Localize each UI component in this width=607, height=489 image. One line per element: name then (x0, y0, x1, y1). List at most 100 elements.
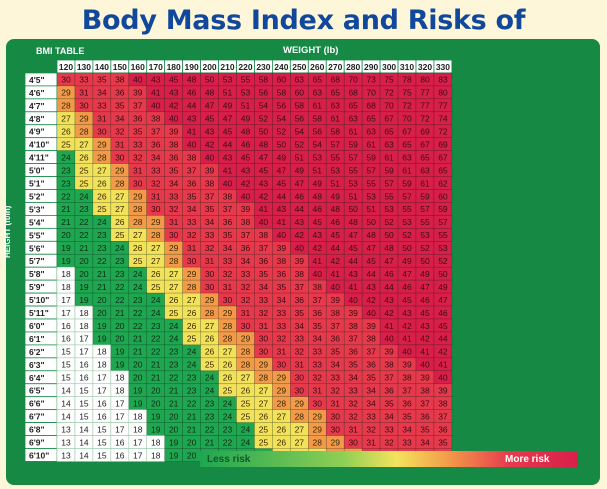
bmi-value: 52 (295, 139, 305, 149)
bmi-value: 38 (241, 217, 251, 227)
bmi-value: 65 (384, 127, 394, 137)
bmi-value: 37 (402, 386, 412, 396)
bmi-value: 22 (223, 437, 233, 447)
bmi-value: 58 (277, 88, 287, 98)
bmi-value: 21 (187, 411, 197, 421)
bmi-value: 32 (115, 127, 125, 137)
bmi-value: 38 (402, 373, 412, 383)
bmi-value: 63 (330, 101, 340, 111)
bmi-value: 68 (366, 101, 376, 111)
bmi-value: 38 (295, 269, 305, 279)
bmi-value: 45 (348, 243, 358, 253)
bmi-value: 29 (277, 386, 287, 396)
bmi-value: 38 (169, 139, 179, 149)
bmi-value: 54 (259, 101, 269, 111)
bmi-value: 36 (348, 347, 358, 357)
bmi-value: 16 (79, 373, 89, 383)
bmi-value: 21 (187, 424, 197, 434)
bmi-value: 44 (366, 269, 376, 279)
bmi-value: 36 (295, 295, 305, 305)
weight-header-label: 130 (77, 62, 91, 72)
bmi-value: 37 (259, 243, 269, 253)
bmi-value: 36 (169, 152, 179, 162)
bmi-value: 56 (295, 114, 305, 124)
bmi-value: 61 (348, 127, 358, 137)
bmi-value: 29 (151, 217, 161, 227)
weight-header-label: 240 (274, 62, 288, 72)
bmi-value: 39 (169, 127, 179, 137)
bmi-value: 30 (223, 295, 233, 305)
bmi-value: 28 (169, 256, 179, 266)
bmi-value: 23 (151, 321, 161, 331)
bmi-value: 21 (97, 269, 107, 279)
bmi-value: 39 (384, 347, 394, 357)
bmi-value: 63 (420, 165, 430, 175)
bmi-value: 16 (97, 398, 107, 408)
bmi-value: 19 (61, 256, 71, 266)
bmi-value: 42 (384, 308, 394, 318)
bmi-value: 15 (97, 424, 107, 434)
bmi-value: 28 (241, 347, 251, 357)
weight-header-label: 180 (167, 62, 181, 72)
bmi-value: 35 (97, 75, 107, 85)
bmi-value: 74 (438, 114, 448, 124)
height-row-label: 6'1" (29, 334, 45, 344)
bmi-value: 28 (61, 101, 71, 111)
weight-header-label: 200 (202, 62, 216, 72)
bmi-value: 40 (420, 360, 430, 370)
bmi-value: 30 (97, 127, 107, 137)
bmi-value: 43 (420, 321, 430, 331)
bmi-value: 28 (223, 321, 233, 331)
bmi-value: 55 (402, 204, 412, 214)
bmi-value: 38 (277, 256, 287, 266)
bmi-value: 25 (115, 230, 125, 240)
bmi-value: 15 (79, 411, 89, 421)
bmi-value: 77 (438, 101, 448, 111)
bmi-value: 49 (313, 178, 323, 188)
bmi-value: 50 (205, 75, 215, 85)
bmi-value: 25 (205, 360, 215, 370)
bmi-value: 49 (295, 165, 305, 175)
bmi-value: 72 (402, 101, 412, 111)
bmi-value: 43 (151, 75, 161, 85)
height-label-column: 4'5" 4'6" 4'7" 4'8" 4'9" 4'10" 4'11" 5'0" 5'1" 5'… (24, 72, 58, 462)
bmi-value: 32 (330, 386, 340, 396)
bmi-value: 37 (384, 373, 394, 383)
weight-header-label: 220 (238, 62, 252, 72)
bmi-value: 31 (313, 386, 323, 396)
bmi-value: 19 (61, 243, 71, 253)
bmi-value: 65 (402, 139, 412, 149)
bmi-value: 26 (187, 308, 197, 318)
bmi-value: 32 (366, 424, 376, 434)
bmi-value: 27 (151, 256, 161, 266)
bmi-value: 19 (115, 360, 125, 370)
bmi-value: 27 (169, 269, 179, 279)
bmi-value: 29 (241, 334, 251, 344)
bmi-value: 27 (205, 321, 215, 331)
bmi-value: 55 (384, 191, 394, 201)
bmi-cell (433, 98, 453, 113)
bmi-value: 18 (61, 269, 71, 279)
bmi-value: 25 (241, 411, 251, 421)
height-row-label: 5'0" (29, 166, 45, 176)
bmi-value: 42 (169, 101, 179, 111)
bmi-value: 36 (187, 178, 197, 188)
bmi-value: 31 (295, 360, 305, 370)
bmi-value: 22 (115, 295, 125, 305)
weight-header-label: 160 (131, 62, 145, 72)
bmi-value: 36 (115, 88, 125, 98)
bmi-value: 23 (61, 165, 71, 175)
bmi-value: 65 (330, 88, 340, 98)
bmi-value: 29 (205, 295, 215, 305)
bmi-value: 19 (151, 424, 161, 434)
bmi-value: 50 (384, 230, 394, 240)
bmi-cell (433, 215, 453, 229)
bmi-value: 49 (438, 282, 448, 292)
bmi-value: 17 (133, 437, 143, 447)
bmi-value: 24 (115, 243, 125, 253)
bmi-value: 33 (151, 165, 161, 175)
bmi-value: 27 (133, 230, 143, 240)
bmi-value: 24 (187, 347, 197, 357)
bmi-value: 25 (223, 386, 233, 396)
bmi-value: 18 (151, 437, 161, 447)
